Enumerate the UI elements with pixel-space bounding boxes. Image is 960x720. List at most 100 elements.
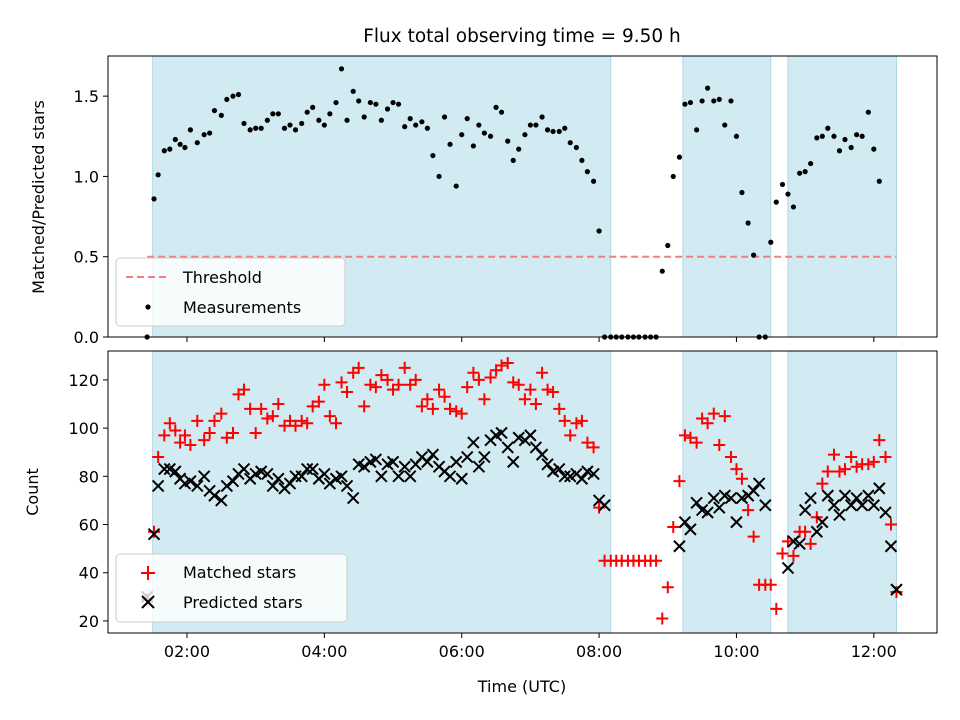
measurement-point bbox=[848, 144, 854, 151]
matched-star-point bbox=[318, 378, 331, 391]
measurement-point bbox=[338, 66, 345, 72]
measurement-point bbox=[470, 143, 476, 149]
x-tick-label: 06:00 bbox=[439, 642, 485, 661]
predicted-star-point bbox=[495, 426, 508, 440]
measurement-point bbox=[441, 114, 448, 120]
matched-star-point bbox=[341, 385, 354, 398]
predicted-star-point bbox=[272, 472, 285, 485]
measurement-point bbox=[395, 101, 402, 107]
predicted-star-point bbox=[524, 429, 537, 442]
y-tick-label: 80 bbox=[79, 467, 99, 486]
y-tick-label: 1.5 bbox=[74, 87, 99, 106]
axes-frame bbox=[107, 55, 938, 338]
matched-star-point bbox=[330, 417, 343, 430]
measurement-point bbox=[367, 99, 373, 106]
legend-threshold-label: Threshold bbox=[182, 268, 262, 287]
measurement-point bbox=[573, 144, 580, 151]
measurement-point bbox=[436, 173, 442, 180]
y-tick-label: 0.5 bbox=[74, 248, 99, 267]
matched-star-point bbox=[507, 376, 520, 389]
measurement-point bbox=[194, 140, 200, 146]
measurement-point bbox=[670, 173, 676, 180]
matched-star-point bbox=[564, 429, 577, 442]
legend-ratio: Threshold Measurements bbox=[115, 257, 346, 327]
predicted-star-point bbox=[855, 499, 869, 512]
predicted-star-point bbox=[295, 470, 308, 483]
measurement-point bbox=[481, 130, 487, 136]
measurement-point bbox=[299, 120, 305, 127]
legend-matched-label: Matched stars bbox=[183, 563, 296, 582]
predicted-star-point bbox=[730, 515, 743, 529]
measurement-point bbox=[785, 191, 791, 197]
measurement-point bbox=[224, 96, 230, 102]
matched-star-point bbox=[718, 410, 731, 423]
matched-star-point bbox=[306, 400, 319, 413]
matched-star-point bbox=[501, 357, 514, 370]
x-tick-label: 12:00 bbox=[851, 642, 897, 661]
matched-star-point bbox=[227, 426, 240, 439]
measurement-point bbox=[516, 146, 522, 152]
matched-star-point bbox=[398, 361, 411, 374]
measurement-point bbox=[722, 122, 728, 128]
matched-star-point bbox=[867, 455, 880, 468]
matched-star-point bbox=[215, 407, 228, 420]
matched-star-point bbox=[656, 612, 669, 625]
matched-star-point bbox=[444, 402, 457, 415]
matched-star-point bbox=[450, 405, 463, 418]
matched-star-point bbox=[358, 400, 371, 413]
measurement-point bbox=[711, 98, 717, 104]
predicted-star-point bbox=[724, 491, 738, 505]
predicted-star-point bbox=[472, 460, 486, 473]
predicted-star-point bbox=[821, 489, 835, 502]
predicted-star-point bbox=[169, 465, 182, 478]
predicted-star-point bbox=[690, 496, 703, 510]
matched-star-point bbox=[409, 373, 422, 386]
measurement-point bbox=[876, 178, 882, 184]
ylabel-ratio: Matched/Predicted stars bbox=[29, 100, 48, 294]
measurement-point bbox=[831, 133, 837, 139]
matched-star-point bbox=[587, 441, 600, 454]
matched-star-point bbox=[873, 434, 886, 447]
measurement-point bbox=[676, 154, 683, 160]
matched-star-point bbox=[312, 395, 325, 408]
measurement-point bbox=[413, 122, 419, 128]
measurement-point bbox=[522, 132, 528, 138]
predicted-star-point bbox=[375, 470, 388, 483]
matched-star-point bbox=[415, 400, 428, 413]
predicted-star-point bbox=[752, 477, 766, 490]
measurement-point bbox=[321, 122, 327, 128]
matched-star-point bbox=[191, 414, 204, 427]
predicted-star-point bbox=[306, 462, 319, 476]
measurement-point bbox=[241, 120, 247, 127]
matched-star-point bbox=[833, 465, 846, 478]
matched-star-point bbox=[827, 448, 840, 461]
matched-star-point bbox=[381, 373, 394, 386]
matched-star-point bbox=[661, 581, 674, 594]
measurement-point bbox=[544, 127, 551, 133]
legend-count: Matched stars Predicted stars bbox=[115, 553, 348, 623]
measurement-point bbox=[859, 133, 865, 139]
measurement-point bbox=[459, 132, 465, 138]
x-tick-label: 04:00 bbox=[301, 642, 347, 661]
measurement-point bbox=[155, 172, 161, 178]
matched-star-point bbox=[850, 460, 863, 473]
legend-measurement-marker bbox=[145, 304, 151, 310]
measurement-point bbox=[253, 125, 259, 131]
measurement-point bbox=[187, 127, 194, 133]
measurement-point bbox=[842, 136, 848, 143]
measurement-point bbox=[773, 199, 779, 205]
ylabel-count: Count bbox=[23, 468, 42, 516]
measurement-point bbox=[264, 117, 270, 123]
predicted-star-point bbox=[844, 499, 858, 512]
measurement-point bbox=[207, 130, 213, 136]
predicted-star-point bbox=[151, 479, 165, 493]
matched-star-point bbox=[163, 417, 176, 430]
matched-star-point bbox=[174, 436, 187, 449]
matched-star-point bbox=[148, 525, 161, 538]
measurement-point bbox=[390, 99, 396, 106]
matched-star-point bbox=[690, 436, 703, 449]
matched-star-point bbox=[152, 451, 165, 464]
y-tick-label: 120 bbox=[68, 371, 99, 390]
measurement-point bbox=[218, 112, 224, 119]
measurement-point bbox=[292, 127, 299, 133]
